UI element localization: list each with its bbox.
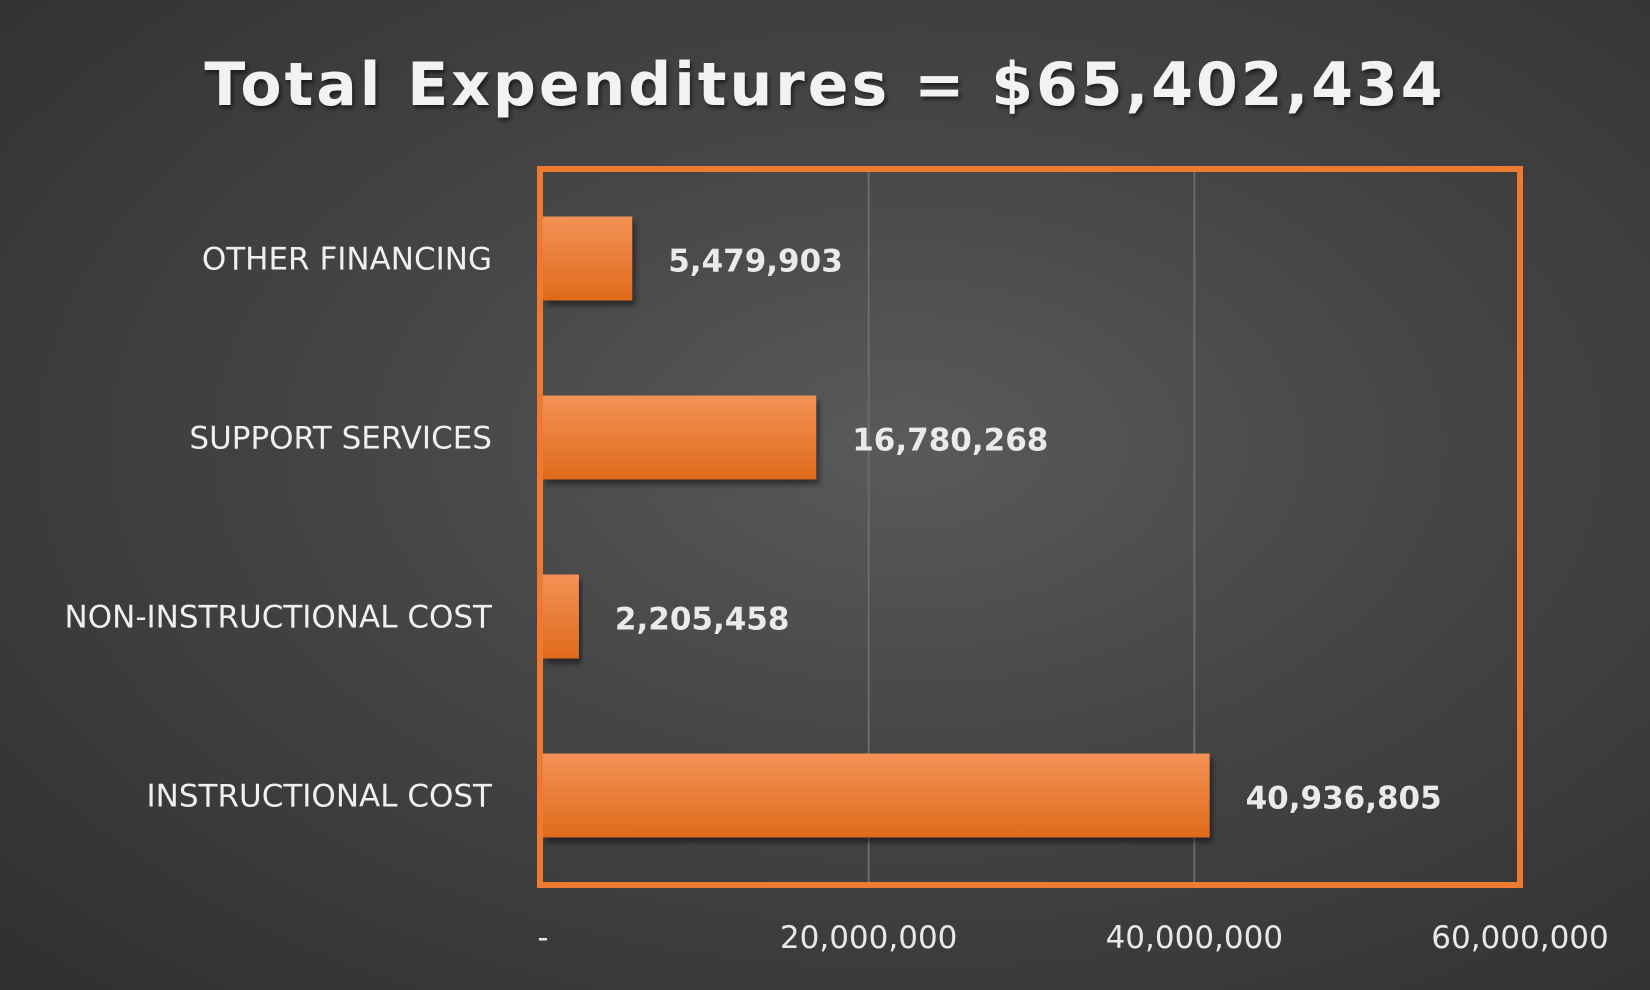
data-label-instructional-cost: 40,936,805 xyxy=(1246,781,1442,817)
chart-title: Total Expenditures = $65,402,434 xyxy=(204,50,1445,120)
labels: - 20,000,000 40,000,000 60,000,000 OTHER FIN… xyxy=(65,242,1609,957)
category-label-support-services: SUPPORT SERVICES xyxy=(189,421,492,457)
data-label-support-services: 16,780,268 xyxy=(852,423,1048,459)
x-tick-label-0: - xyxy=(537,920,548,956)
x-tick-label-2: 40,000,000 xyxy=(1106,920,1284,956)
x-tick-label-1: 20,000,000 xyxy=(780,920,958,956)
bar-non-instructional-cost xyxy=(543,574,579,659)
category-label-non-instructional-cost: NON-INSTRUCTIONAL COST xyxy=(65,600,494,636)
category-label-other-financing: OTHER FINANCING xyxy=(202,242,492,278)
data-label-other-financing: 5,479,903 xyxy=(668,244,843,280)
category-label-instructional-cost: INSTRUCTIONAL COST xyxy=(147,779,494,815)
bar-other-financing xyxy=(543,216,633,301)
data-label-non-instructional-cost: 2,205,458 xyxy=(615,602,790,638)
bars xyxy=(543,216,1210,838)
plot-frame xyxy=(537,166,1523,888)
bar-instructional-cost xyxy=(543,753,1210,838)
x-tick-label-3: 60,000,000 xyxy=(1431,920,1609,956)
bar-support-services xyxy=(543,395,817,480)
